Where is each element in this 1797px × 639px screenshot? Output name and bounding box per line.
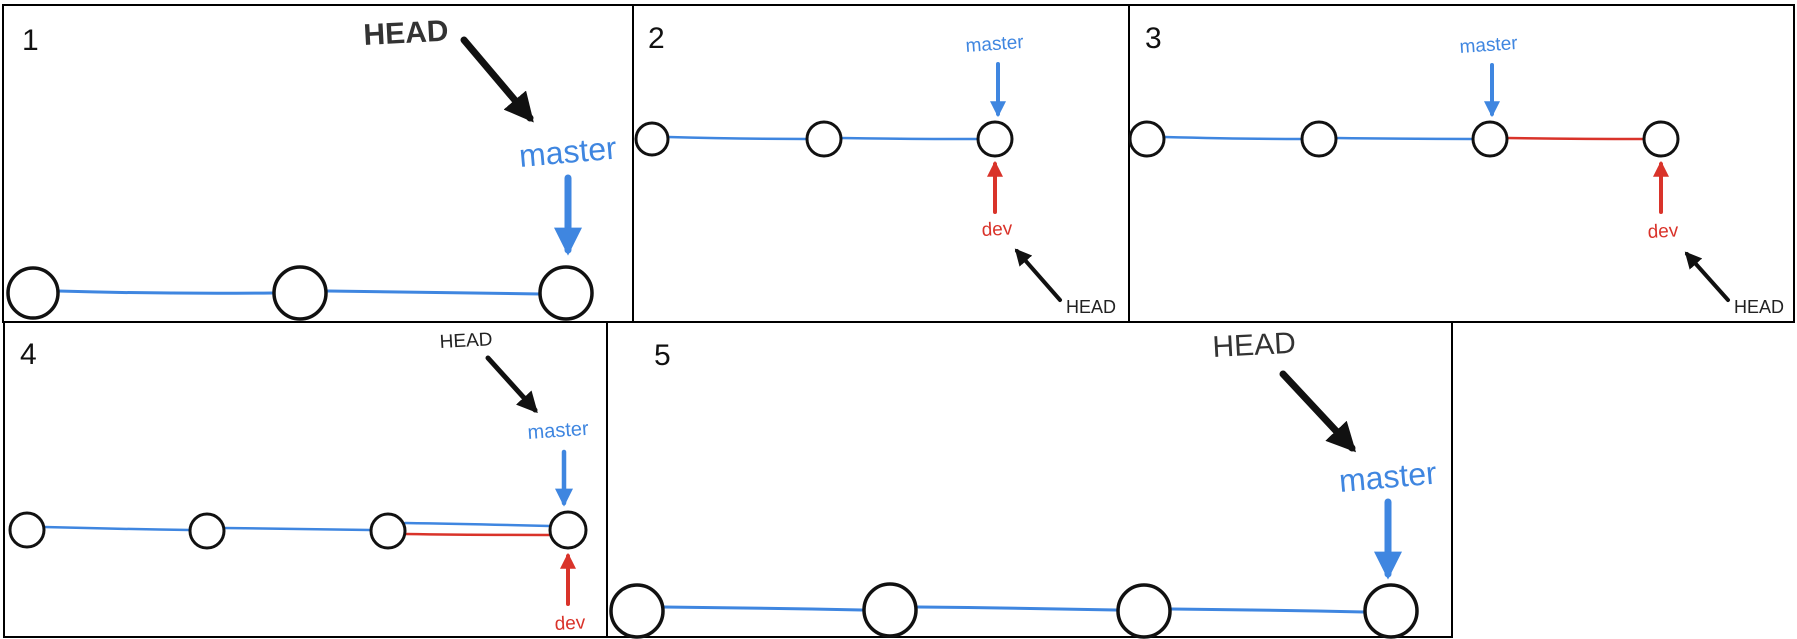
panel-4-commit [8, 511, 46, 549]
panel-3-master-label: master [1459, 33, 1519, 58]
panel-3-commit [1642, 120, 1680, 158]
panel-2-master-line [666, 135, 809, 141]
panel-2-number: 2 [648, 22, 665, 55]
panel-4-dev-label: dev [554, 612, 586, 635]
panel-2-commit [976, 120, 1014, 158]
panel-3: 3 master dev HEAD [1128, 4, 1795, 323]
panel-4-commit [548, 510, 588, 550]
panel-4-head-label: HEAD [439, 329, 493, 353]
panel-3-commit [1471, 120, 1509, 158]
panel-2-commit [805, 120, 843, 158]
panel-2-commit [634, 121, 670, 157]
panel-3-master-line [1162, 135, 1304, 141]
panel-2: 2 master dev HEAD [632, 4, 1130, 323]
panel-5-frame [606, 321, 1453, 638]
panel-5-commit [862, 582, 918, 638]
panel-2-frame [632, 4, 1130, 323]
panel-3-number: 3 [1145, 22, 1162, 55]
panel-5-number: 5 [654, 339, 671, 372]
panel-5-master-line [916, 605, 1118, 612]
panel-4-number: 4 [20, 338, 37, 371]
panel-1-master-label: master [517, 130, 618, 174]
panel-4-master-line [403, 521, 552, 528]
panel-4-master-line [222, 526, 372, 532]
panel-4-frame [3, 321, 608, 638]
panel-3-frame [1128, 4, 1795, 323]
panel-2-head-arrow [1014, 248, 1062, 302]
panel-4: 4 HEAD master dev [3, 321, 608, 638]
panel-3-head-arrow [1684, 251, 1730, 302]
panel-5: 5 HEAD master [606, 321, 1453, 639]
panel-1-master-line [56, 289, 275, 295]
panel-1-master-line [326, 289, 543, 296]
panel-4-head-arrow [485, 355, 538, 414]
panel-1-head-label: HEAD [363, 15, 450, 52]
panel-1-head-arrow [460, 36, 534, 123]
panel-4-master-label: master [527, 418, 590, 444]
panel-3-commit [1300, 120, 1338, 158]
panel-1-number: 1 [22, 24, 39, 57]
panel-5-head-label: HEAD [1212, 327, 1297, 364]
panel-2-dev-label: dev [981, 218, 1013, 241]
panel-3-dev-line [1505, 136, 1646, 141]
panel-3-commit [1128, 120, 1166, 158]
panel-2-master-label: master [965, 32, 1025, 57]
panel-5-commit [1116, 583, 1172, 639]
panel-1-frame [2, 4, 634, 323]
panel-1-commit [538, 265, 594, 321]
panel-1: 1 HEAD master [2, 4, 634, 323]
panel-3-dev-label: dev [1647, 220, 1679, 243]
panel-5-head-arrow [1279, 370, 1357, 453]
panel-4-master-line [42, 525, 192, 532]
panel-1-commit [272, 265, 328, 321]
panel-2-master-line [839, 136, 980, 141]
panel-1-commit [6, 266, 60, 320]
panel-5-master-label: master [1337, 455, 1438, 499]
panel-4-commit [369, 512, 407, 550]
panel-5-commit [1363, 583, 1419, 639]
panel-4-commit [188, 512, 226, 550]
panel-5-commit [609, 583, 665, 639]
panel-5-master-line [661, 605, 864, 612]
panel-3-master-line [1334, 136, 1475, 141]
panel-3-head-label: HEAD [1734, 297, 1784, 317]
panel-2-head-label: HEAD [1066, 297, 1116, 317]
panel-4-dev-line [403, 532, 552, 537]
panel-5-master-line [1170, 607, 1366, 614]
